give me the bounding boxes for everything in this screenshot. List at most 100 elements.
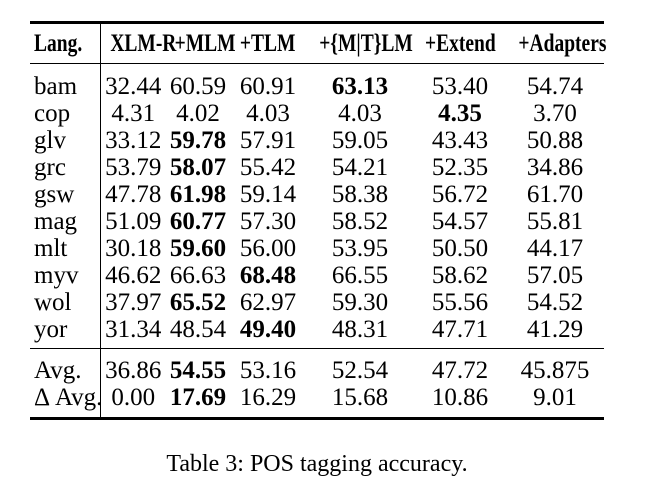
value-cell: 59.60 <box>169 235 227 262</box>
table-summary: Avg. 36.86 54.55 53.16 52.54 47.72 45.875 Δ Avg… <box>30 348 604 419</box>
column-header-adapters: +Adapters <box>506 22 607 64</box>
table-row: cop 4.31 4.02 4.03 4.03 4.35 3.70 <box>30 100 604 127</box>
value-cell: 59.14 <box>239 181 297 208</box>
table-row: glv 33.12 59.78 57.91 59.05 43.43 50.88 <box>30 127 604 154</box>
pos-tagging-accuracy-table: Lang. XLM-R +MLM +TLM +{M|T}LM +Extend +Adapt… <box>30 21 607 420</box>
value-cell: 55.81 <box>526 208 584 235</box>
value-cell: 16.29 <box>239 384 297 411</box>
value-cell: 57.30 <box>239 208 297 235</box>
value-cell: 4.35 <box>438 100 482 127</box>
column-header-xlmr: XLM-R <box>100 22 176 64</box>
table-caption: Table 3: POS tagging accuracy. <box>166 451 468 477</box>
value-cell: 47.72 <box>414 348 506 384</box>
value-cell: 32.44 <box>105 73 162 100</box>
value-cell: 15.68 <box>331 384 389 411</box>
value-cell: 53.79 <box>105 154 162 181</box>
value-cell: 58.62 <box>431 262 489 289</box>
lang-cell: Avg. <box>30 348 101 384</box>
value-cell: 60.59 <box>169 73 227 100</box>
lang-cell: mag <box>30 208 101 235</box>
column-header-label: XLM-R <box>109 30 176 57</box>
value-cell: 56.72 <box>431 181 489 208</box>
value-cell: 63.13 <box>331 73 389 100</box>
value-cell: 55.42 <box>239 154 297 181</box>
table-row: mlt 30.18 59.60 56.00 53.95 50.50 44.17 <box>30 235 604 262</box>
table-row: grc 53.79 58.07 55.42 54.21 52.35 34.86 <box>30 154 604 181</box>
table-row: wol 37.97 65.52 62.97 59.30 55.56 54.52 <box>30 289 604 316</box>
value-cell: 53.40 <box>431 73 489 100</box>
value-cell: 58.52 <box>331 208 389 235</box>
value-cell: 65.52 <box>169 289 227 316</box>
value-cell: 4.31 <box>111 100 156 127</box>
column-header-extend: +Extend <box>414 22 506 64</box>
value-cell: 61.98 <box>169 181 227 208</box>
lang-cell: wol <box>30 289 101 316</box>
value-cell: 62.97 <box>239 289 297 316</box>
column-header-tlm: +TLM <box>230 22 306 64</box>
value-cell: 4.03 <box>338 100 382 127</box>
lang-cell: glv <box>30 127 101 154</box>
value-cell: 4.02 <box>176 100 220 127</box>
table-row: myv 46.62 66.63 68.48 66.55 58.62 57.05 <box>30 262 604 289</box>
table-row: bam 32.44 60.59 60.91 63.13 53.40 54.74 <box>30 63 604 100</box>
value-cell: 45.875 <box>506 348 604 384</box>
value-cell: 36.86 <box>100 348 166 384</box>
header-row: Lang. XLM-R +MLM +TLM +{M|T}LM +Extend +Adapt… <box>30 22 607 64</box>
column-header-label: +{M|T}LM <box>319 30 413 57</box>
value-cell: 60.77 <box>169 208 227 235</box>
value-cell: 50.50 <box>431 235 489 262</box>
value-cell: 68.48 <box>239 262 297 289</box>
value-cell: 54.55 <box>166 348 230 384</box>
value-cell: 3.70 <box>533 100 577 127</box>
column-header-label: +TLM <box>240 30 296 57</box>
value-cell: 57.91 <box>239 127 297 154</box>
value-cell: 48.31 <box>331 316 389 343</box>
value-cell: 43.43 <box>431 127 489 154</box>
value-cell: 59.30 <box>331 289 389 316</box>
value-cell: 54.74 <box>526 73 584 100</box>
value-cell: 59.05 <box>331 127 389 154</box>
column-header-label: +MLM <box>174 30 236 57</box>
value-cell: 47.71 <box>431 316 489 343</box>
value-cell: 46.62 <box>105 262 162 289</box>
summary-row: Avg. 36.86 54.55 53.16 52.54 47.72 45.875 <box>30 348 604 384</box>
value-cell: 54.52 <box>526 289 584 316</box>
value-cell: 60.91 <box>239 73 297 100</box>
value-cell: 30.18 <box>105 235 162 262</box>
value-cell: 41.29 <box>526 316 584 343</box>
value-cell: 9.01 <box>533 384 577 411</box>
value-cell: 0.00 <box>111 384 156 411</box>
lang-cell: grc <box>30 154 101 181</box>
lang-cell: mlt <box>30 235 101 262</box>
lang-cell: bam <box>30 63 101 100</box>
summary-row: Δ Avg. 0.00 17.69 16.29 15.68 10.86 9.01 <box>30 384 604 419</box>
value-cell: 17.69 <box>169 384 227 411</box>
value-cell: 66.63 <box>169 262 227 289</box>
value-cell: 48.54 <box>169 316 227 343</box>
value-cell: 54.57 <box>431 208 489 235</box>
value-cell: 55.56 <box>431 289 489 316</box>
lang-cell: gsw <box>30 181 101 208</box>
value-cell: 53.95 <box>331 235 389 262</box>
table-row: mag 51.09 60.77 57.30 58.52 54.57 55.81 <box>30 208 604 235</box>
column-header-lang: Lang. <box>30 22 101 64</box>
column-header-label: +Adapters <box>518 30 607 57</box>
value-cell: 50.88 <box>526 127 584 154</box>
column-header-mlm: +MLM <box>166 22 236 64</box>
value-cell: 10.86 <box>431 384 489 411</box>
value-cell: 33.12 <box>105 127 162 154</box>
value-cell: 61.70 <box>526 181 584 208</box>
column-header-label: Lang. <box>34 30 83 57</box>
value-cell: 44.17 <box>526 235 584 262</box>
value-cell: 58.07 <box>169 154 227 181</box>
value-cell: 49.40 <box>239 316 297 343</box>
value-cell: 53.16 <box>230 348 306 384</box>
table-row: yor 31.34 48.54 49.40 48.31 47.71 41.29 <box>30 316 604 349</box>
lang-cell: Δ Avg. <box>30 384 102 419</box>
value-cell: 56.00 <box>239 235 297 262</box>
value-cell: 52.54 <box>306 348 414 384</box>
value-cell: 52.35 <box>431 154 489 181</box>
value-cell: 57.05 <box>526 262 584 289</box>
value-cell: 54.21 <box>331 154 389 181</box>
